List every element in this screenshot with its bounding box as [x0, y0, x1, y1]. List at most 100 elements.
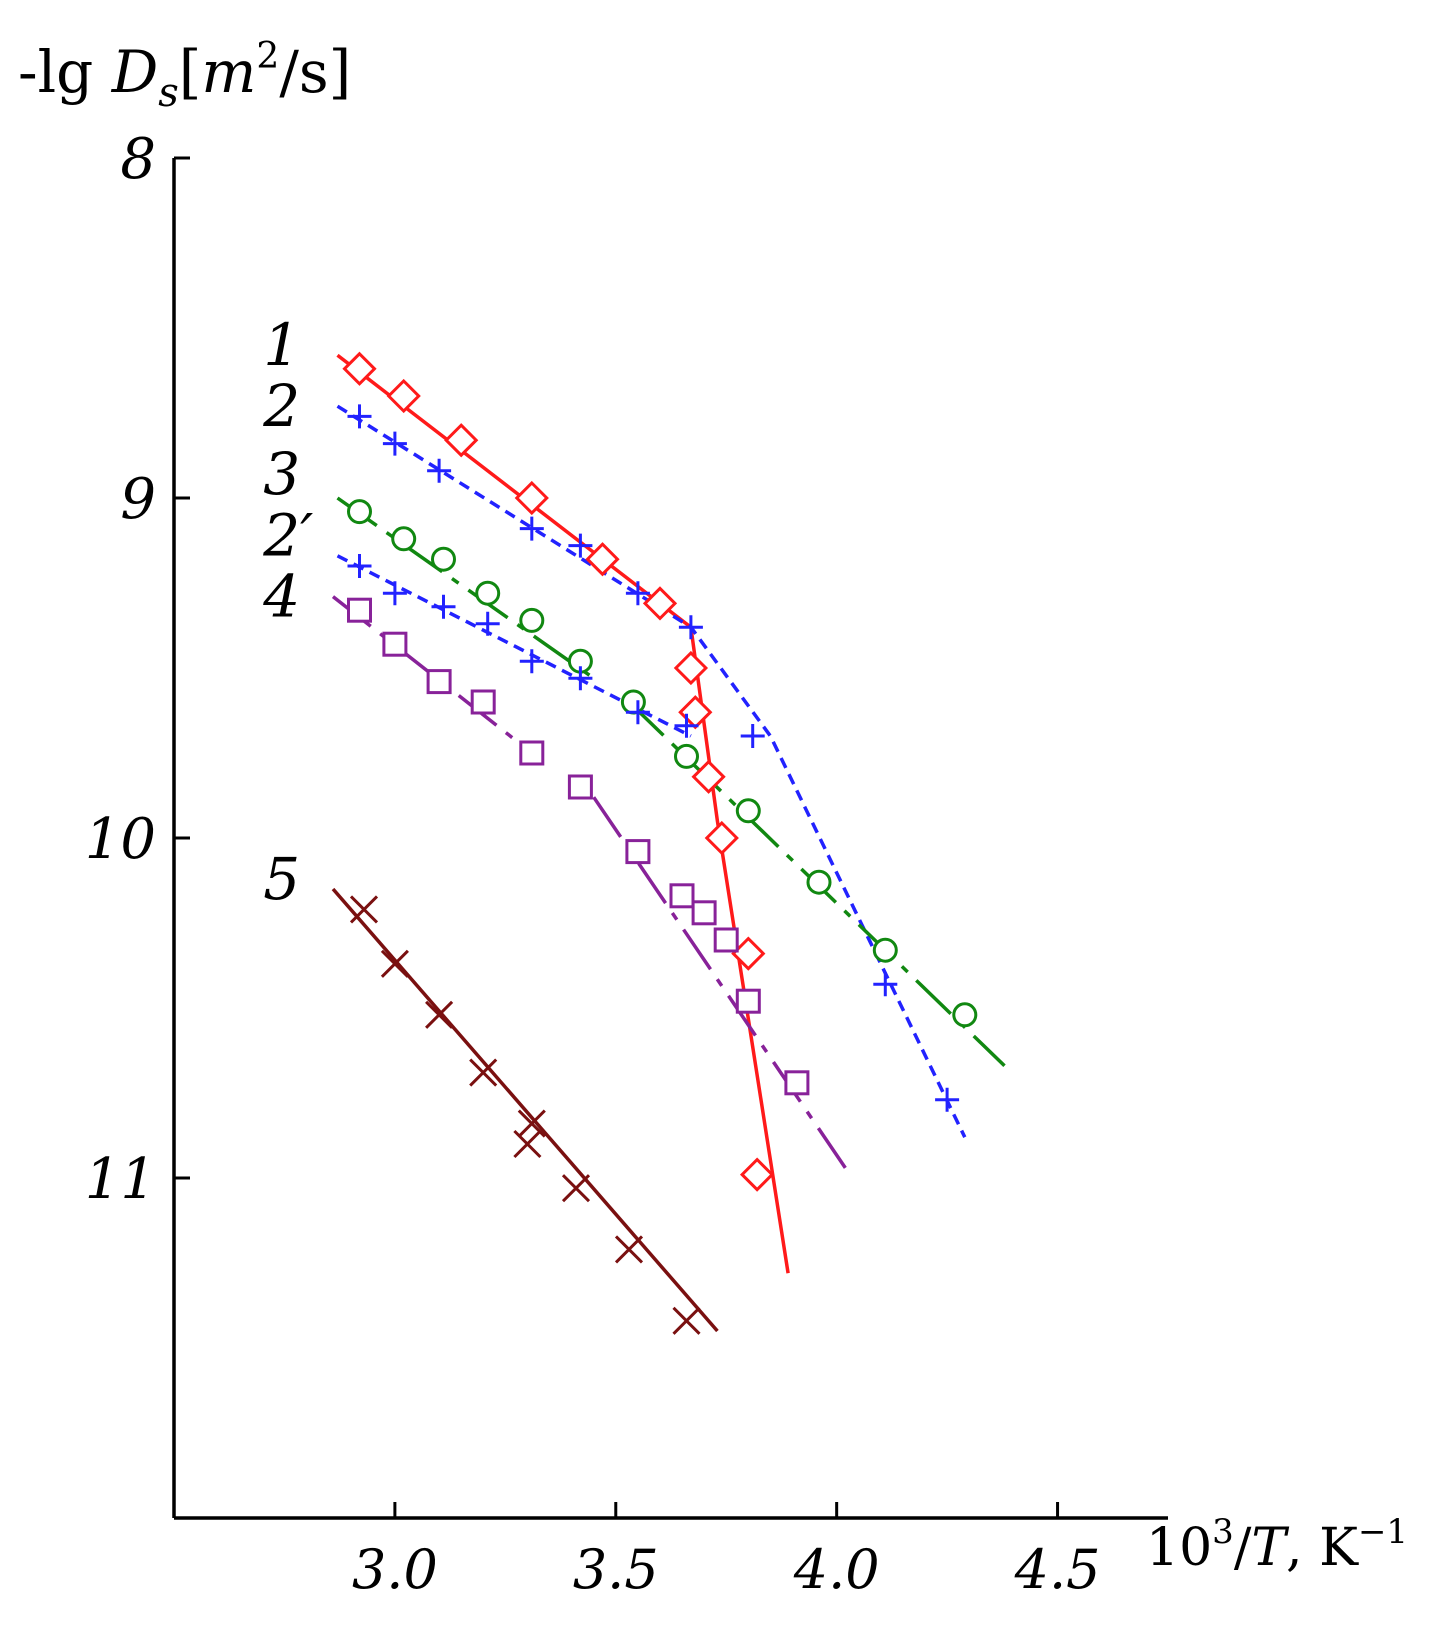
y-axis-title-unit-open: [ [179, 38, 202, 106]
data-point [519, 740, 545, 766]
series-fit-line [336, 404, 967, 1138]
data-point [382, 431, 407, 456]
circle-marker [431, 546, 456, 572]
y-axis-title-symbol: D [111, 38, 159, 106]
diamond-marker [691, 759, 726, 794]
data-point [691, 900, 717, 926]
diamond-marker [704, 820, 739, 856]
data-point [342, 351, 377, 386]
plus-marker [568, 666, 593, 691]
data-point [382, 581, 407, 606]
data-point [669, 883, 695, 909]
circle-marker [806, 869, 832, 895]
square-marker [691, 900, 717, 926]
svg-text:103/T, K−1: 103/T, K−1 [1146, 1512, 1408, 1578]
y-axis-title: -lg Ds[m2/s] [18, 36, 351, 116]
square-marker [784, 1070, 810, 1096]
data-point [431, 546, 456, 572]
data-point [386, 378, 421, 414]
data-point [735, 798, 761, 824]
square-marker [625, 839, 651, 865]
plus-marker [519, 516, 544, 541]
svg-text:-lg Ds[m2/s]: -lg Ds[m2/s] [18, 36, 351, 116]
data-point [427, 458, 452, 483]
y-tick-label: 11 [85, 1147, 156, 1212]
diamond-marker [386, 378, 421, 414]
data-point [784, 1070, 810, 1096]
data-point [425, 1000, 454, 1029]
data-point [673, 650, 709, 686]
data-point [475, 611, 500, 636]
circle-marker [347, 499, 372, 525]
data-point [674, 713, 699, 738]
circle-marker [620, 689, 646, 715]
data-point [872, 937, 898, 963]
plus-marker [347, 554, 372, 578]
diamond-marker [342, 351, 377, 386]
square-marker [347, 597, 372, 623]
circle-marker [952, 1002, 978, 1028]
diamond-marker [739, 1157, 775, 1192]
circle-marker [872, 937, 898, 963]
plus-marker [431, 594, 456, 619]
circle-marker [391, 526, 417, 552]
plus-marker [427, 458, 452, 483]
x-axis-title-slash: / [1234, 1518, 1252, 1578]
data-point [391, 526, 417, 552]
x-marker [513, 1129, 542, 1159]
x-marker [349, 895, 379, 924]
data-point [625, 839, 651, 865]
x-marker [614, 1235, 644, 1264]
data-point [347, 554, 372, 578]
data-point [347, 499, 372, 525]
x-axis-title-unit-exponent: −1 [1358, 1512, 1408, 1552]
plus-marker [625, 700, 650, 725]
square-marker [669, 883, 695, 909]
data-point [713, 927, 739, 953]
x-tick-label: 3.0 [352, 1538, 438, 1601]
data-point [469, 1058, 498, 1087]
data-points [342, 351, 978, 1335]
plus-marker [740, 724, 765, 748]
data-point [735, 988, 761, 1014]
curve-label: 3 [263, 440, 300, 508]
x-tick-label: 4.0 [793, 1538, 880, 1601]
x-tick-label: 3.5 [573, 1538, 659, 1601]
data-point [519, 649, 544, 674]
circle-marker [735, 798, 761, 824]
diamond-marker [514, 480, 549, 516]
data-point [444, 423, 479, 458]
x-marker [561, 1174, 591, 1203]
data-point [519, 607, 545, 633]
square-marker [519, 740, 545, 766]
diamond-marker [673, 650, 709, 686]
plus-marker [678, 615, 703, 640]
data-point [672, 1306, 701, 1335]
axes: 8 9 10 11 3.0 3.5 4.0 4.5 [85, 127, 1168, 1601]
data-point [806, 869, 832, 895]
circle-marker [674, 743, 699, 769]
plus-marker [347, 404, 372, 429]
data-point [585, 542, 620, 577]
x-axis-title-symbol: T [1251, 1518, 1289, 1578]
data-point [642, 586, 678, 621]
data-point [347, 404, 372, 429]
data-point [674, 743, 699, 769]
data-point [740, 724, 765, 748]
x-marker [469, 1058, 498, 1087]
y-tick-label: 8 [120, 127, 156, 192]
data-point [614, 1235, 644, 1264]
curve-label: 4 [262, 563, 300, 631]
data-point [625, 700, 650, 725]
data-point [567, 774, 593, 800]
data-point [935, 1087, 960, 1112]
data-point [568, 533, 593, 558]
data-point [691, 759, 726, 794]
curve-label: 2′ [262, 501, 313, 569]
plus-marker [873, 972, 898, 997]
series-fit-line [592, 796, 852, 1176]
data-point [873, 972, 898, 997]
data-point [678, 615, 703, 640]
